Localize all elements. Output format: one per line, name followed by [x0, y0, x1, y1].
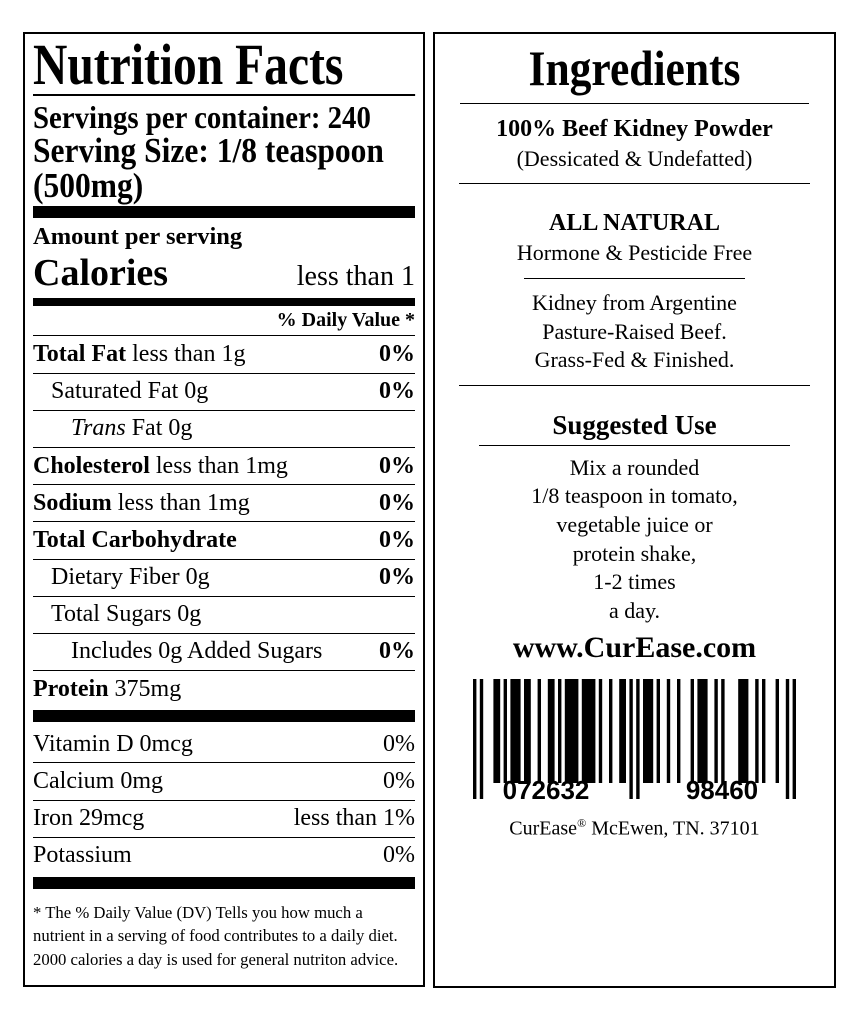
svg-text:98460: 98460 [686, 775, 758, 803]
svg-text:072632: 072632 [503, 775, 590, 803]
